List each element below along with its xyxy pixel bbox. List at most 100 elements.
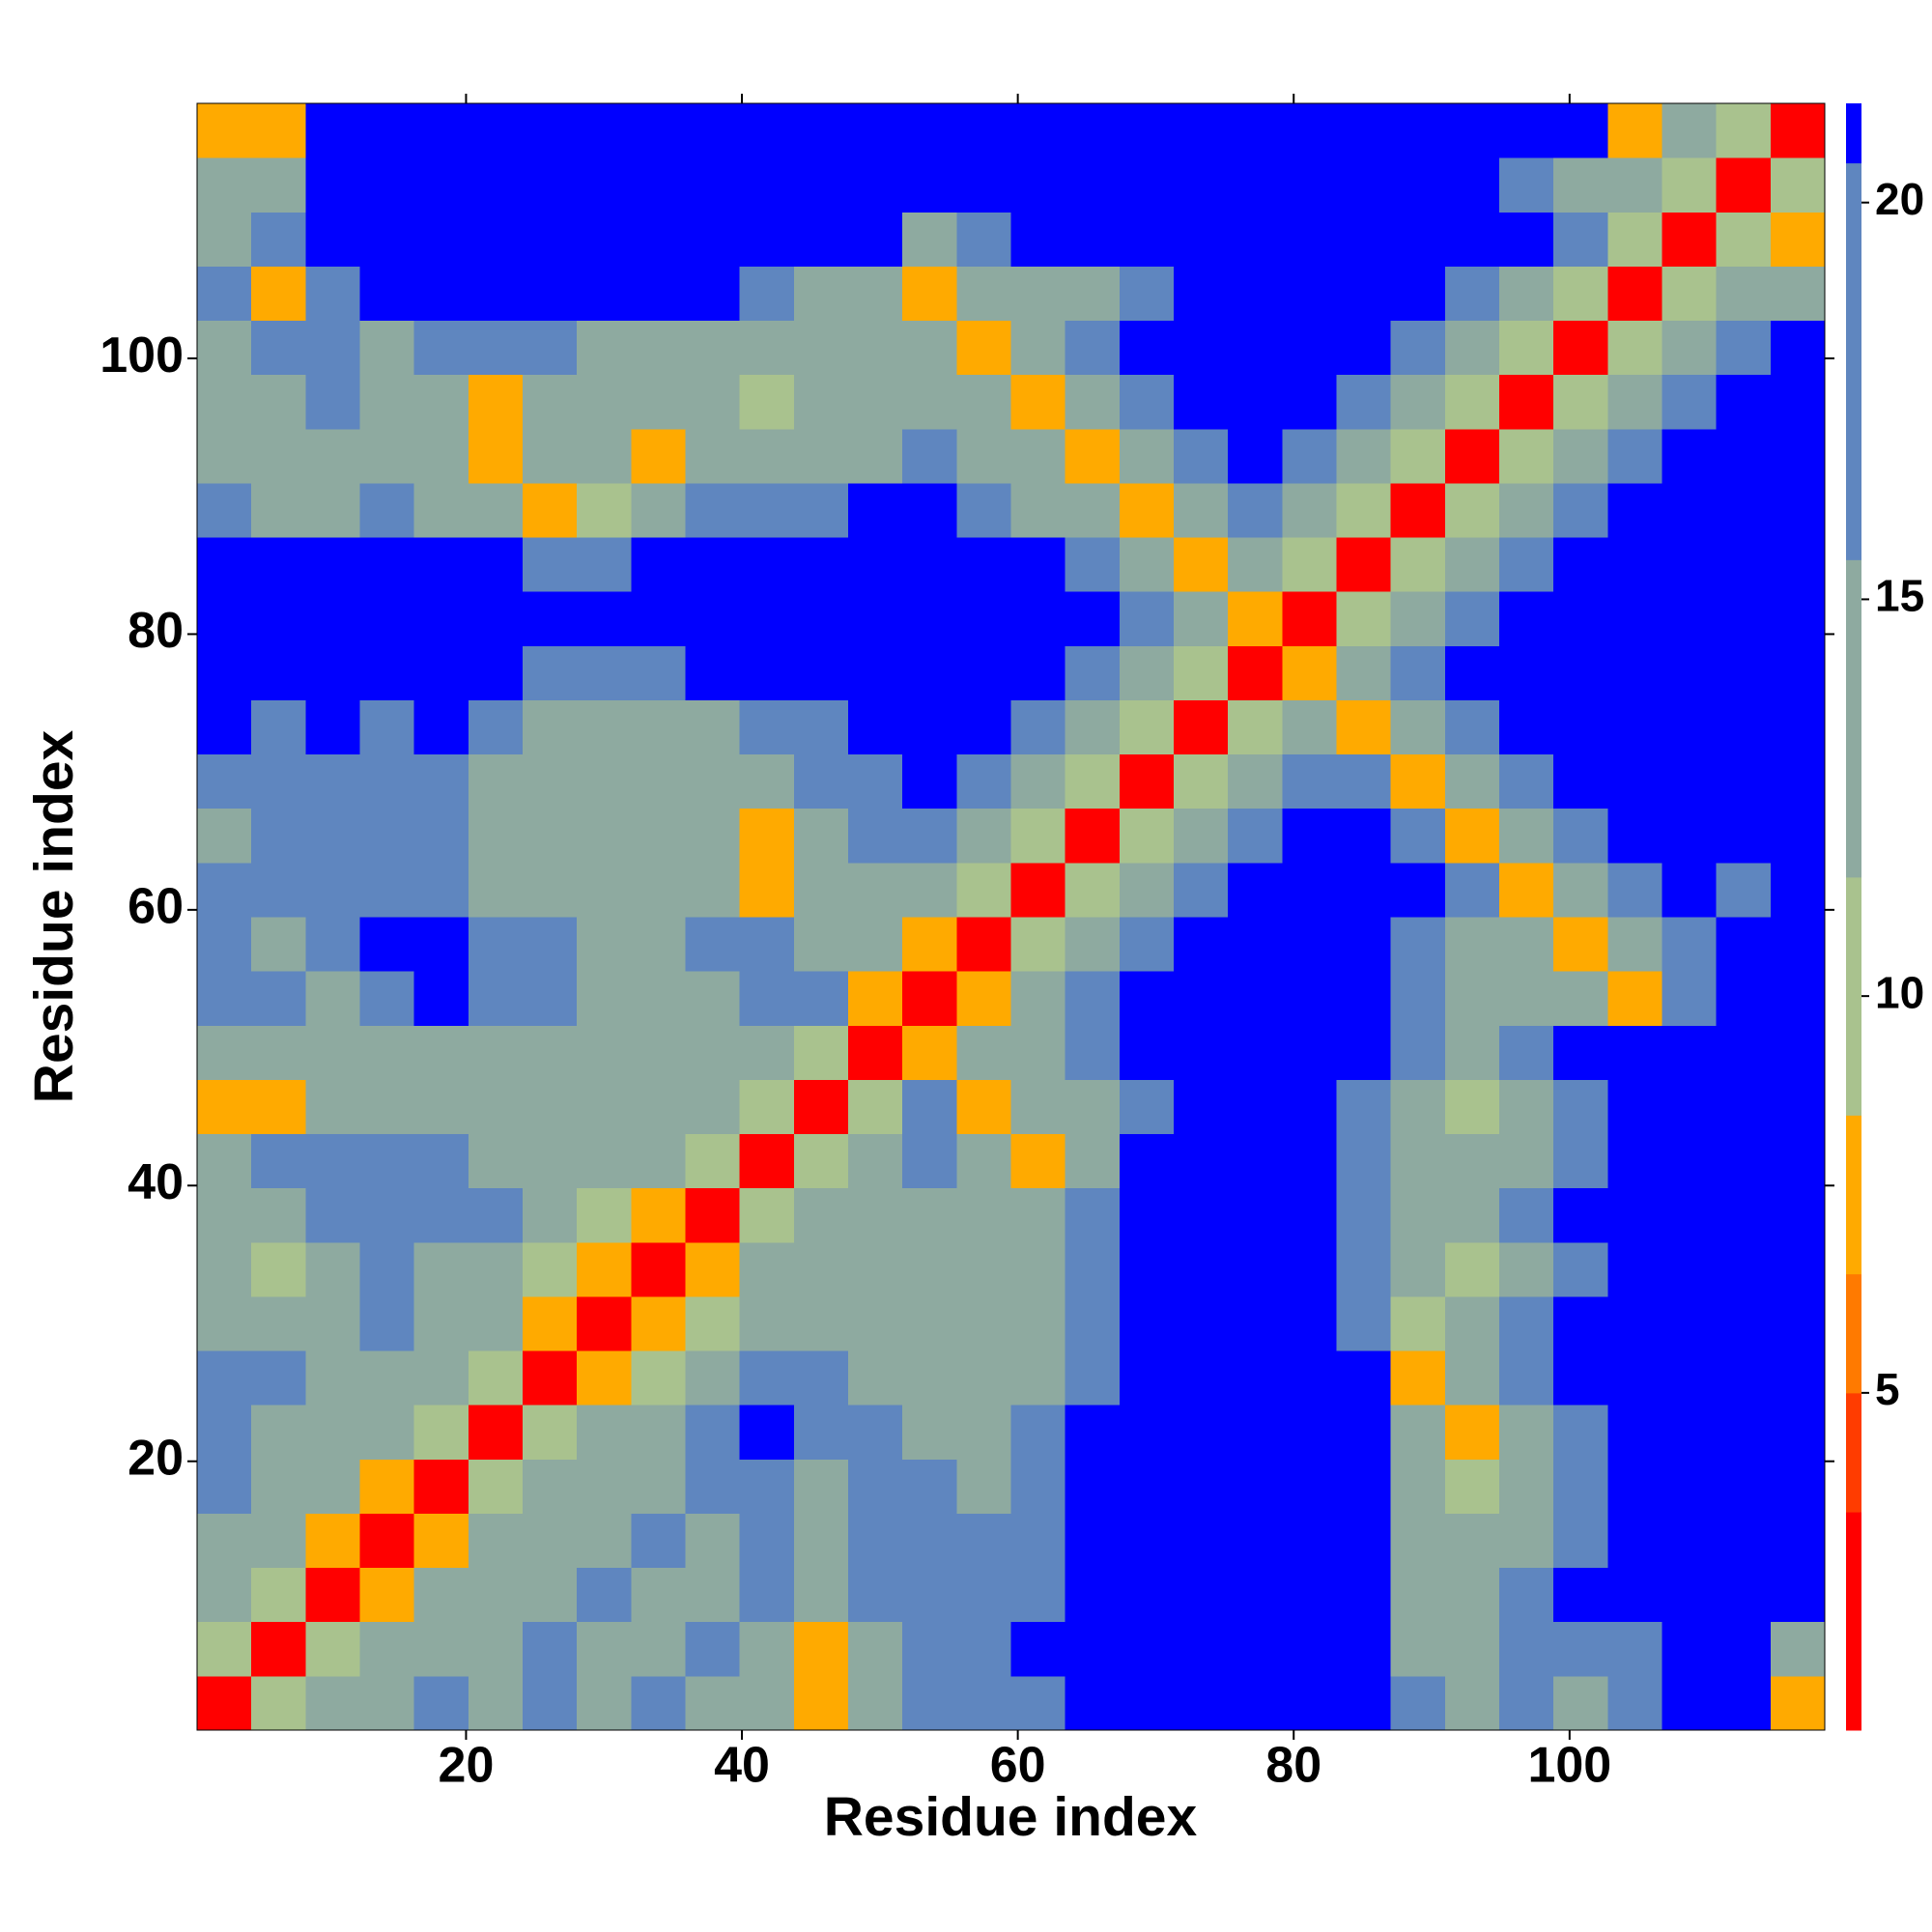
cell bbox=[1770, 1295, 1826, 1351]
cell bbox=[685, 1621, 741, 1677]
cell bbox=[413, 1187, 469, 1243]
cell bbox=[197, 1513, 252, 1569]
cell bbox=[413, 1675, 469, 1731]
cell bbox=[359, 1513, 415, 1569]
cell bbox=[1336, 1079, 1392, 1135]
cell bbox=[1119, 212, 1175, 267]
cell bbox=[305, 917, 360, 972]
cell bbox=[251, 699, 306, 755]
cell bbox=[1228, 374, 1283, 430]
cell bbox=[1662, 917, 1718, 972]
colorbar-band bbox=[1846, 1273, 1861, 1394]
cell bbox=[251, 971, 306, 1026]
cell bbox=[1716, 103, 1772, 158]
cell bbox=[523, 537, 578, 592]
cell bbox=[413, 862, 469, 918]
cell bbox=[1174, 1079, 1229, 1135]
cell bbox=[956, 971, 1011, 1026]
cell bbox=[848, 808, 903, 864]
cell bbox=[1282, 753, 1337, 810]
cell bbox=[631, 917, 686, 972]
cell bbox=[685, 1350, 741, 1406]
cell bbox=[197, 374, 252, 430]
cell bbox=[956, 103, 1011, 158]
cell bbox=[1010, 212, 1066, 267]
cell bbox=[305, 157, 360, 213]
cell bbox=[902, 1405, 957, 1460]
cell bbox=[1065, 320, 1121, 376]
cell bbox=[793, 645, 849, 700]
cell bbox=[1228, 1295, 1283, 1351]
cell bbox=[956, 1133, 1011, 1189]
cell bbox=[1770, 971, 1826, 1026]
cell bbox=[1499, 374, 1554, 430]
cell bbox=[1010, 482, 1066, 538]
cell bbox=[1119, 1675, 1175, 1731]
cell bbox=[1716, 645, 1772, 700]
cell bbox=[1770, 699, 1826, 755]
cell bbox=[956, 537, 1011, 592]
cell bbox=[1228, 1025, 1283, 1080]
cell bbox=[1174, 1675, 1229, 1731]
cell bbox=[1065, 645, 1121, 700]
cell bbox=[1228, 482, 1283, 538]
cell bbox=[1282, 1405, 1337, 1460]
cell bbox=[1607, 482, 1662, 538]
cell bbox=[739, 1350, 795, 1406]
cell bbox=[685, 320, 741, 376]
cell bbox=[1282, 1513, 1337, 1569]
cell bbox=[197, 1025, 252, 1080]
cell bbox=[956, 645, 1011, 700]
cell bbox=[1662, 971, 1718, 1026]
cell bbox=[1607, 1025, 1662, 1080]
cell bbox=[739, 537, 795, 592]
colorbar-band bbox=[1846, 876, 1861, 1116]
cell bbox=[1444, 103, 1500, 158]
cell bbox=[739, 1187, 795, 1243]
cell bbox=[1770, 1187, 1826, 1243]
cell bbox=[1065, 1459, 1121, 1514]
cell bbox=[631, 699, 686, 755]
cell bbox=[1444, 808, 1500, 864]
cell bbox=[305, 1025, 360, 1080]
cell bbox=[251, 212, 306, 267]
cell bbox=[1662, 862, 1718, 918]
cell bbox=[739, 1459, 795, 1514]
cell bbox=[468, 1133, 524, 1189]
cell bbox=[359, 971, 415, 1026]
cell bbox=[1607, 1350, 1662, 1406]
cell bbox=[793, 591, 849, 646]
colorbar-tick-label: 15 bbox=[1875, 571, 1924, 621]
cell bbox=[1010, 1459, 1066, 1514]
cell bbox=[793, 537, 849, 592]
cell bbox=[956, 320, 1011, 376]
cell bbox=[1444, 1295, 1500, 1351]
cell bbox=[1174, 374, 1229, 430]
cell bbox=[577, 212, 632, 267]
cell bbox=[685, 699, 741, 755]
cell bbox=[1444, 917, 1500, 972]
cell bbox=[1390, 1187, 1446, 1243]
cell bbox=[468, 1350, 524, 1406]
cell bbox=[848, 428, 903, 484]
cell bbox=[1065, 699, 1121, 755]
cell bbox=[1770, 157, 1826, 213]
cell bbox=[902, 1675, 957, 1731]
cell bbox=[197, 266, 252, 322]
cell bbox=[1174, 1459, 1229, 1514]
cell bbox=[1770, 808, 1826, 864]
cell bbox=[902, 266, 957, 322]
cell bbox=[1770, 1405, 1826, 1460]
cell bbox=[1662, 1025, 1718, 1080]
cell bbox=[197, 537, 252, 592]
cell bbox=[305, 971, 360, 1026]
cell bbox=[1119, 1187, 1175, 1243]
cell bbox=[577, 1459, 632, 1514]
cell bbox=[902, 971, 957, 1026]
colorbar-tick-label: 20 bbox=[1875, 174, 1924, 224]
cell bbox=[1499, 1133, 1554, 1189]
cell bbox=[359, 645, 415, 700]
cell bbox=[197, 1675, 252, 1731]
cell bbox=[902, 917, 957, 972]
cell bbox=[1770, 537, 1826, 592]
